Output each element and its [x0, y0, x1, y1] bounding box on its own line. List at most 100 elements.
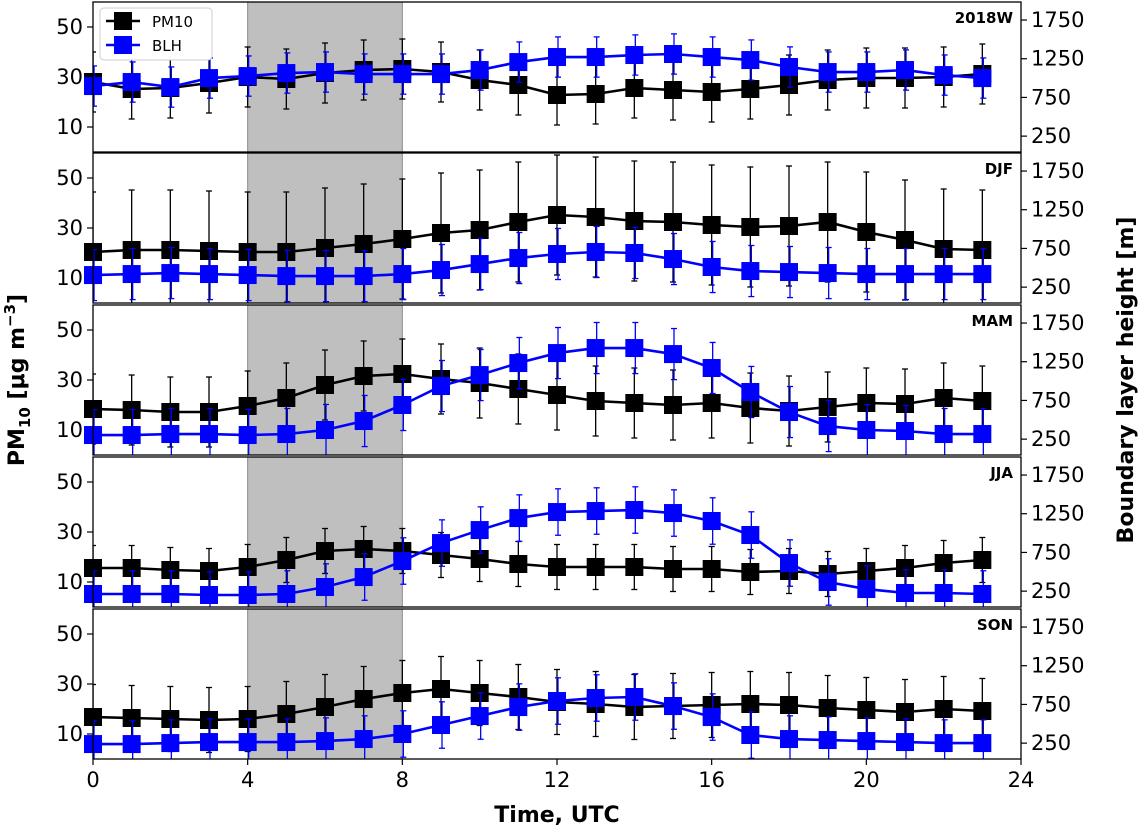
blh-marker: [548, 344, 566, 363]
pm10-marker: [161, 241, 180, 259]
blh-marker: [934, 583, 953, 602]
blh-marker: [393, 65, 412, 84]
blh-marker: [200, 265, 218, 284]
y-right-tick-label: 750: [1031, 692, 1071, 716]
pm10-series: [84, 338, 992, 448]
blh-marker: [354, 568, 373, 587]
pm10-marker: [548, 86, 566, 104]
x-tick-label: 20: [853, 768, 880, 792]
pm10-marker: [277, 705, 296, 723]
blh-marker: [818, 573, 837, 591]
blh-marker: [277, 425, 296, 444]
blh-marker: [161, 584, 180, 603]
pm10-marker: [393, 230, 412, 248]
pm10-marker: [702, 560, 721, 578]
blh-marker: [548, 245, 566, 264]
blh-marker: [702, 48, 721, 67]
pm10-marker: [238, 243, 257, 261]
pm10-marker: [277, 551, 296, 569]
blh-marker: [586, 242, 605, 261]
y-right-tick-label: 1750: [1031, 463, 1084, 487]
blh-marker: [818, 731, 837, 750]
y-right-tick-label: 250: [1031, 124, 1071, 148]
pm10-marker: [354, 235, 373, 253]
blh-marker: [586, 48, 605, 67]
pm10-marker: [161, 561, 180, 579]
pm10-marker: [857, 701, 876, 719]
y-right-tick-label: 1250: [1031, 198, 1084, 222]
blh-marker: [780, 263, 798, 282]
panel-frame: [92, 1, 1022, 153]
y-right-tick-label: 1750: [1031, 615, 1084, 639]
pm10-marker: [896, 703, 914, 721]
pm10-marker: [664, 560, 682, 578]
pm10-marker: [780, 217, 798, 235]
y-axis-right-label: Boundary layer height [m]: [1114, 217, 1139, 544]
blh-marker: [586, 339, 605, 358]
panel-2018w: 10 30 50 250 750 1250 1750 2018W: [56, 1, 1084, 153]
blh-marker: [780, 58, 798, 77]
blh-marker: [625, 688, 644, 707]
blh-marker: [818, 264, 837, 283]
pm10-marker: [509, 76, 528, 94]
blh-marker: [122, 426, 141, 445]
pm10-marker: [122, 241, 141, 259]
y-left-tick-label: 30: [56, 520, 83, 544]
blh-marker: [432, 65, 450, 84]
blh-marker: [509, 698, 528, 717]
blh-marker: [316, 732, 334, 751]
pm10-marker: [934, 700, 953, 718]
pm10-marker: [432, 680, 450, 698]
y-right-tick-label: 750: [1031, 236, 1071, 260]
blh-marker: [393, 725, 412, 743]
pm10-error-bar: [93, 51, 96, 113]
blh-marker: [470, 707, 489, 726]
y-right-tick-label: 1750: [1031, 311, 1084, 335]
y-left-tick-label: 30: [56, 672, 83, 696]
blh-marker: [161, 264, 180, 283]
panel-djf: 10 30 50 250 750 1250 1750 DJF: [56, 152, 1084, 304]
pm10-marker: [161, 710, 180, 728]
pm10-series: [84, 154, 992, 303]
y-right-tick-label: 250: [1031, 579, 1071, 603]
blh-marker: [702, 359, 721, 378]
pm10-marker: [122, 559, 141, 577]
y-left-tick-label: 10: [56, 266, 83, 290]
blh-marker: [238, 733, 257, 752]
blh-series: [84, 225, 992, 303]
y-right-tick-label: 1250: [1031, 350, 1084, 374]
y-right-tick-label: 1250: [1031, 502, 1084, 526]
blh-marker: [934, 66, 953, 85]
blh-marker: [277, 733, 296, 752]
pm10-marker: [741, 563, 760, 581]
blh-marker: [200, 733, 218, 752]
blh-marker: [702, 708, 721, 727]
blh-marker: [277, 64, 296, 83]
pm10-marker: [316, 698, 334, 716]
x-tick-label: 0: [86, 768, 99, 792]
blh-marker: [664, 504, 682, 523]
x-axis-label: Time, UTC: [494, 803, 619, 827]
blh-marker: [509, 354, 528, 373]
panel-label: JJA: [989, 464, 1013, 482]
panel-label: SON: [977, 616, 1013, 634]
y-left-tick-label: 30: [56, 216, 83, 240]
blh-marker: [625, 501, 644, 520]
blh-marker: [393, 265, 412, 284]
legend-item-pm10: PM10: [106, 12, 193, 31]
blh-marker: [934, 734, 953, 753]
blh-marker: [161, 78, 180, 97]
pm10-marker: [586, 85, 605, 103]
blh-marker: [161, 425, 180, 444]
y-right-tick-label: 1750: [1031, 159, 1084, 183]
pm10-marker: [238, 397, 257, 415]
blh-marker: [238, 586, 257, 605]
pm10-error-bar: [93, 191, 96, 303]
pm10-marker: [934, 389, 953, 407]
blh-line: [92, 52, 983, 89]
blh-marker: [432, 716, 450, 735]
y-right-tick-label: 750: [1031, 85, 1071, 109]
blh-marker: [741, 262, 760, 281]
legend-marker: [114, 12, 132, 30]
